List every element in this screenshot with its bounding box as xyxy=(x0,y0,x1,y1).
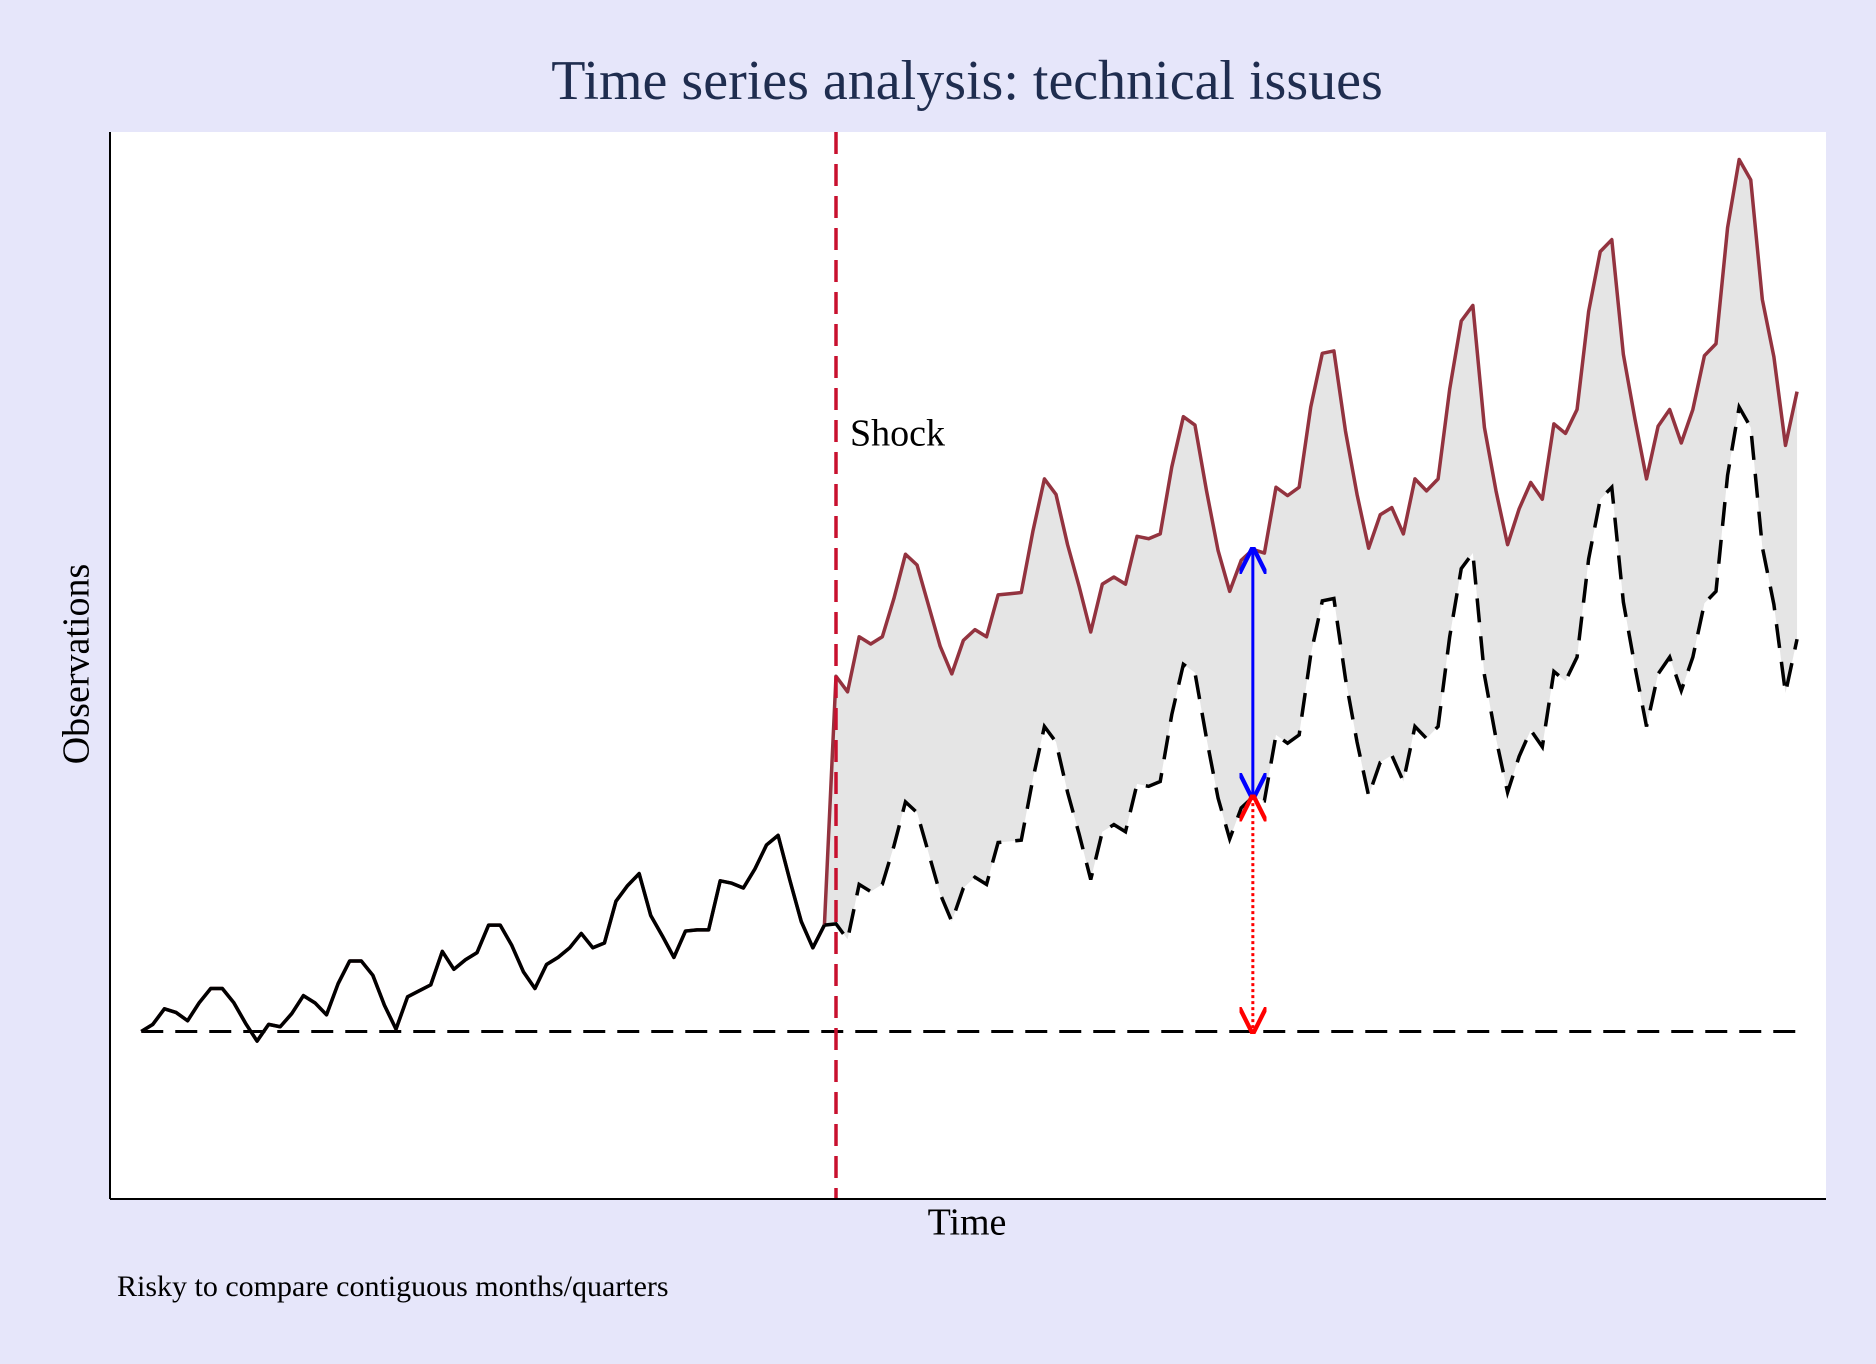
note: Risky to compare contiguous months/quart… xyxy=(117,1270,669,1303)
shock-label: Shock xyxy=(850,413,945,455)
counterfactual-line xyxy=(140,833,826,1043)
counterfactual-line xyxy=(824,401,1799,944)
gap-area xyxy=(824,159,1798,940)
x-axis-label: Time xyxy=(928,1202,1007,1244)
y-axis-label: Observations xyxy=(56,564,98,765)
chart-title: Time series analysis: technical issues xyxy=(551,50,1383,112)
